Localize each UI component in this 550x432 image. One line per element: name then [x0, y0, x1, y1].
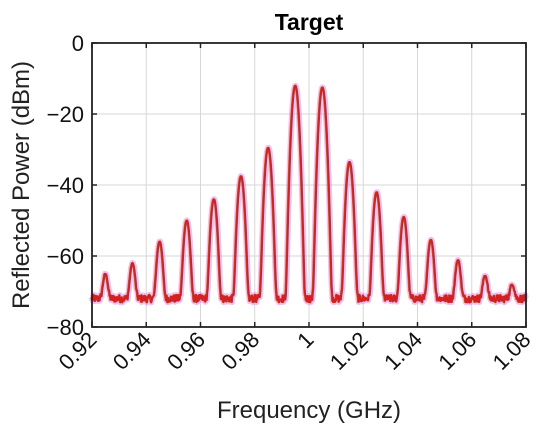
- x-tick-label: 1.08: [488, 327, 536, 375]
- x-tick-label: 0.94: [108, 327, 156, 375]
- y-tick-label: −40: [47, 173, 84, 198]
- x-tick-label: 1.04: [379, 327, 427, 375]
- spectrum-trace: [91, 84, 527, 304]
- y-tick-label: −20: [47, 102, 84, 127]
- x-tick-labels: 0.92 0.94 0.96 0.98 1 1.02 1.04 1.06 1.08: [54, 327, 536, 375]
- chart-title: Target: [275, 9, 344, 35]
- y-tick-labels: 0 −20 −40 −60 −80: [47, 31, 84, 340]
- y-axis-label: Reflected Power (dBm): [8, 61, 35, 309]
- y-tick-label: −60: [47, 244, 84, 269]
- ticks: [91, 42, 527, 328]
- y-tick-label: 0: [72, 31, 84, 56]
- x-tick-label: 1.06: [433, 327, 481, 375]
- x-tick-label: 1.02: [325, 327, 373, 375]
- x-tick-label: 1: [292, 327, 318, 353]
- x-tick-label: 0.96: [162, 327, 210, 375]
- x-tick-label: 0.98: [216, 327, 264, 375]
- y-tick-label: −80: [47, 315, 84, 340]
- series-layer: [89, 82, 529, 306]
- x-axis-label: Frequency (GHz): [217, 397, 401, 424]
